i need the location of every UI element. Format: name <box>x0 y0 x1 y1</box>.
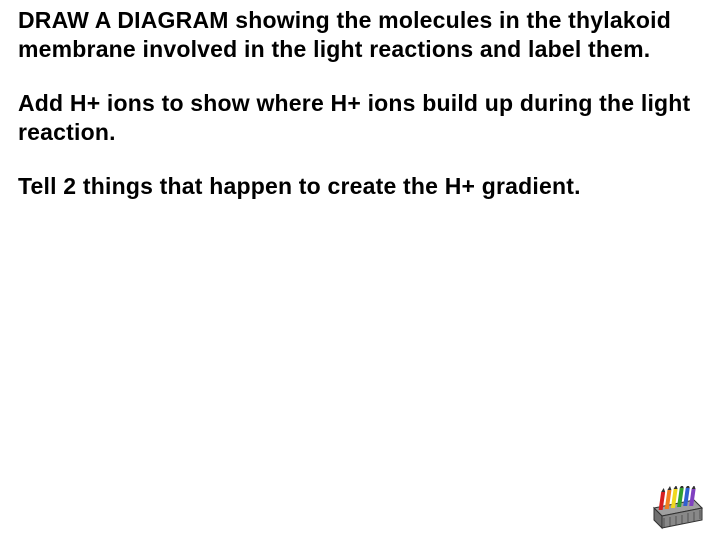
instruction-paragraph-3: Tell 2 things that happen to create the … <box>18 172 702 201</box>
colored-pencils-box-icon <box>650 486 706 530</box>
instruction-paragraph-1: DRAW A DIAGRAM showing the molecules in … <box>18 6 702 65</box>
slide-container: DRAW A DIAGRAM showing the molecules in … <box>0 0 720 540</box>
instruction-paragraph-2: Add H+ ions to show where H+ ions build … <box>18 89 702 148</box>
